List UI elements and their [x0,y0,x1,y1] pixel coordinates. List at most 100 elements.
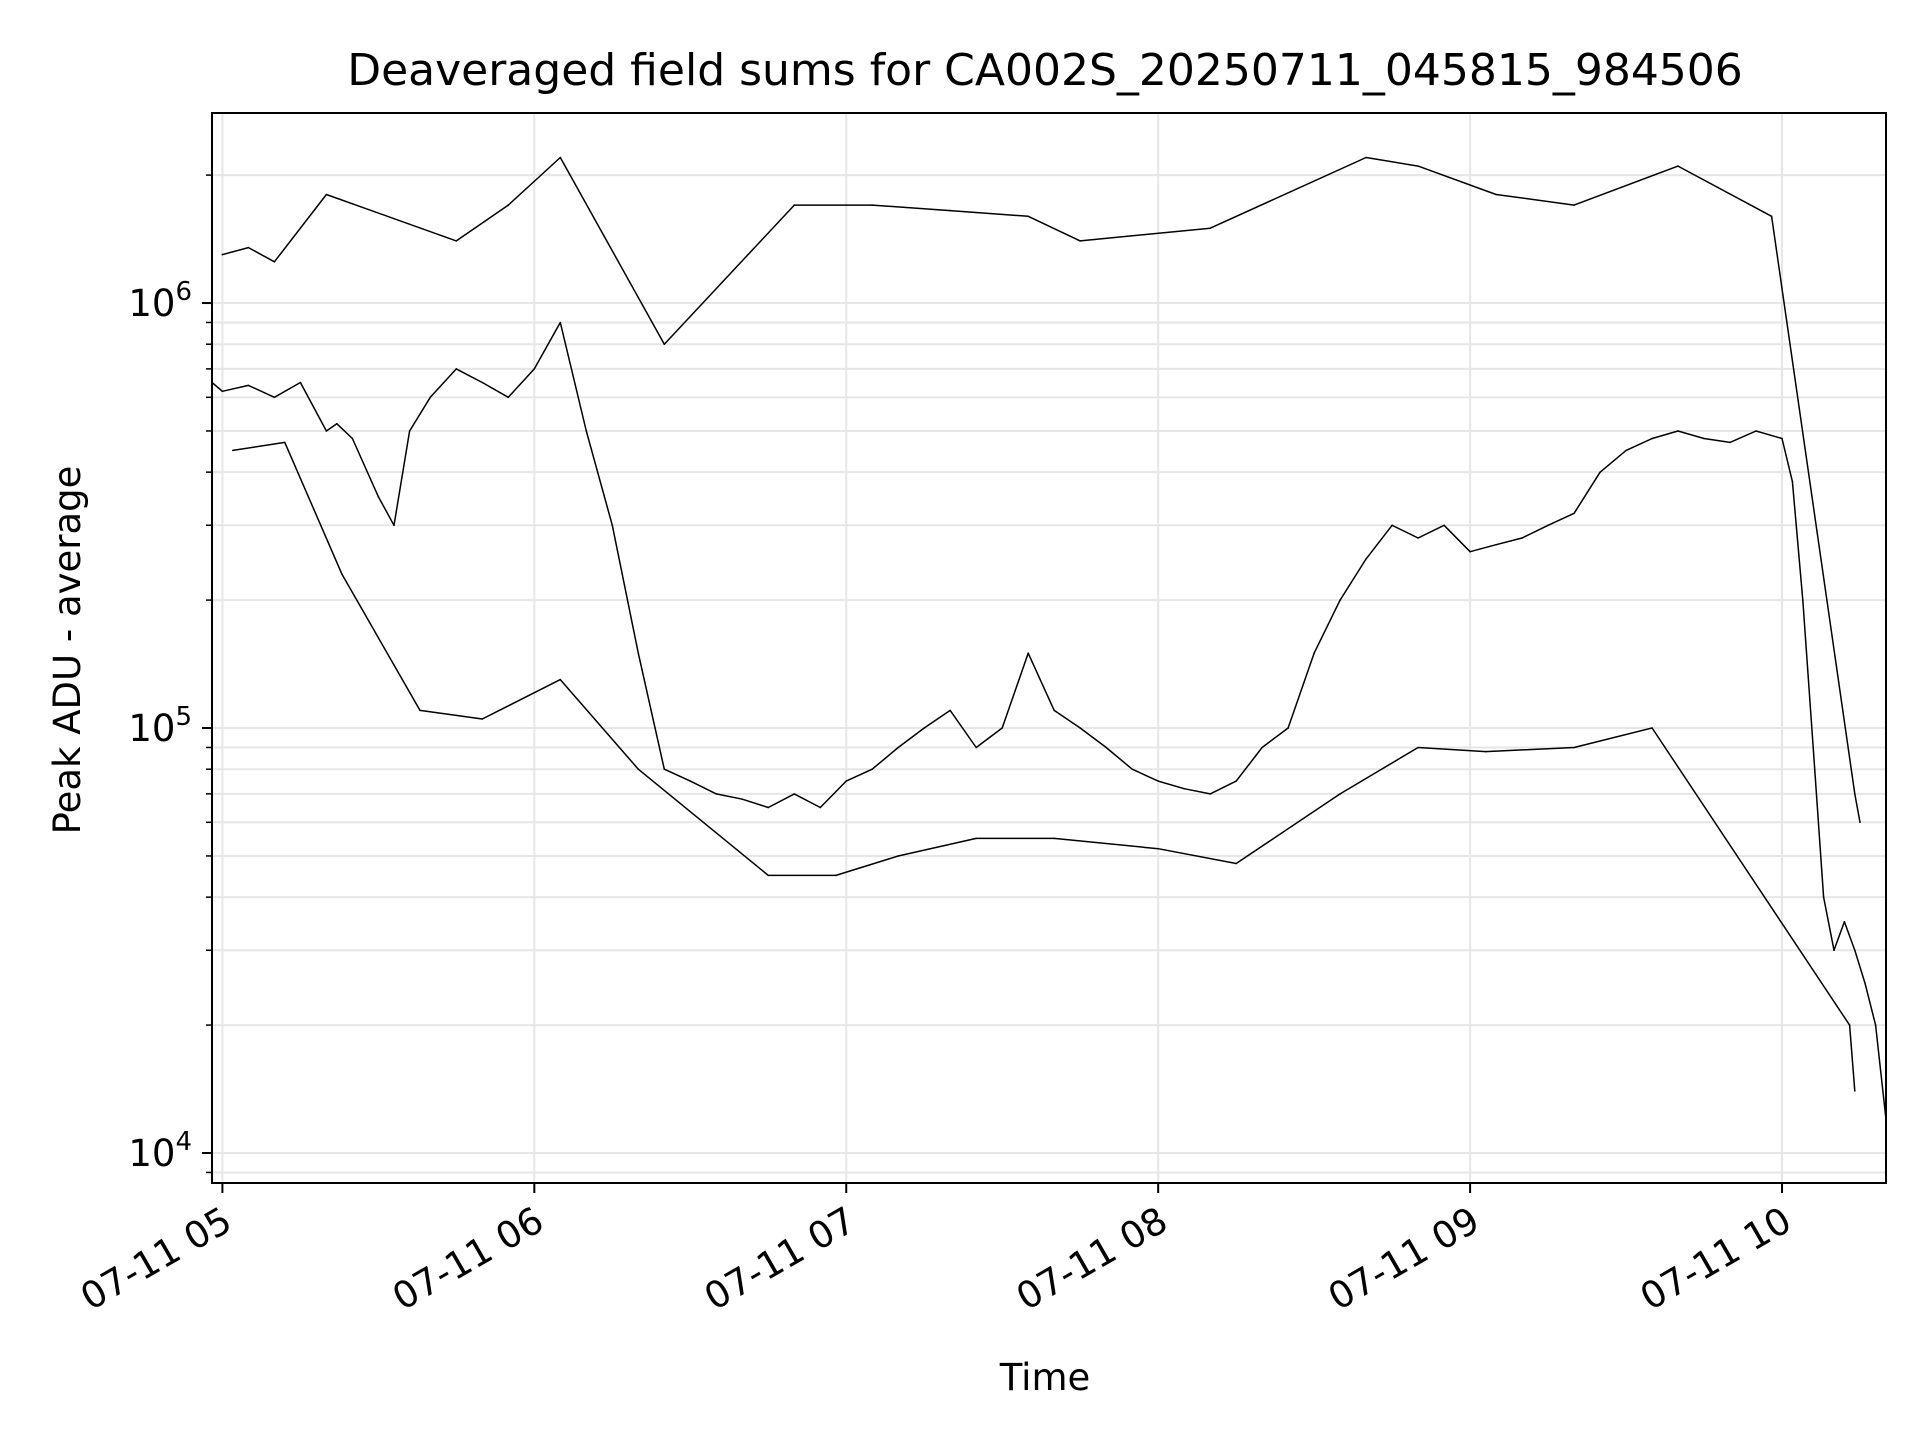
data-point [221,390,224,393]
data-point [341,573,343,576]
y-tick-label: 104 [128,1127,192,1175]
data-point [1495,193,1497,196]
y-axis: 104 105 106 [128,174,212,1175]
data-point [273,261,276,263]
data-point [1484,750,1487,753]
data-point [1365,156,1367,159]
data-point [325,430,328,432]
data-point [1495,543,1497,546]
data-point [1417,746,1419,749]
data-point [1183,787,1185,790]
data-point [767,874,770,877]
data-point [419,709,421,712]
data-point [611,524,614,527]
data-point [637,768,640,770]
data-point [1053,837,1055,840]
data-point [975,746,977,749]
data-point [1854,1090,1856,1092]
data-point [663,768,666,770]
data-point [835,874,837,877]
data-point [1287,727,1289,729]
data-point [1677,430,1679,432]
data-point [221,253,224,256]
data-point [663,343,666,346]
data-point [689,780,692,782]
data-point [559,678,562,681]
data-point [336,422,338,425]
data-point [1848,1024,1851,1026]
data-point [1854,949,1856,951]
data-point [351,437,354,440]
data-point [1625,449,1627,452]
data-point [923,727,925,729]
data-point [897,746,899,749]
data-point [1079,240,1081,242]
data-point [1053,709,1055,712]
data-point [481,381,484,384]
data-point [637,652,640,654]
data-point [1443,524,1445,527]
data-point [1874,1024,1877,1026]
data-point [1791,480,1794,483]
data-point [377,496,380,498]
data-point [1105,746,1107,749]
data-point [1812,746,1814,749]
grid [212,113,1886,1183]
data-point [1651,437,1653,440]
data-point [273,396,276,399]
data-point [1417,165,1419,167]
y-tick-label: 106 [128,277,192,325]
data-point [533,368,536,370]
data-point [741,798,744,800]
data-point [1391,524,1393,527]
data-point [1235,862,1237,865]
data-point [1802,599,1804,601]
data-point [1131,768,1133,770]
data-point [455,240,458,242]
data-point [1573,204,1575,206]
data-point [1365,558,1367,560]
data-point [232,449,234,452]
data-point [1157,780,1159,782]
data-point [1703,437,1705,440]
data-point [1547,524,1549,527]
data-point [871,204,873,206]
data-point [325,193,328,196]
data-point [284,441,286,444]
data-point [1339,599,1341,601]
data-point [507,204,510,206]
plot-frame [211,112,1887,1184]
data-point [393,524,395,527]
data-point [845,780,847,782]
series-line-1 [222,156,1861,823]
data-point [1677,165,1679,167]
data-point [1079,727,1081,729]
data-point [1573,746,1575,749]
data-point [949,209,951,212]
series-line-0 [211,321,1887,1120]
data-point [793,204,796,206]
data-point [1521,537,1523,539]
plot-area [211,156,1887,1121]
data-point [767,806,770,809]
data-point [247,384,250,387]
x-axis-label: Time [999,1356,1091,1399]
data-point [1027,215,1029,218]
data-point [455,368,458,370]
data-point [1833,949,1835,951]
data-point [1729,441,1731,444]
y-axis-label: Peak ADU - average [46,466,89,835]
data-point [1822,896,1825,898]
data-point [559,321,562,324]
data-point [585,430,588,432]
data-point [1781,437,1783,440]
data-point [247,246,250,249]
data-point [1157,847,1159,850]
data-point [793,793,796,795]
data-point [1001,727,1003,729]
data-point [559,156,562,159]
data-point [1469,550,1471,553]
data-point [1209,227,1211,229]
